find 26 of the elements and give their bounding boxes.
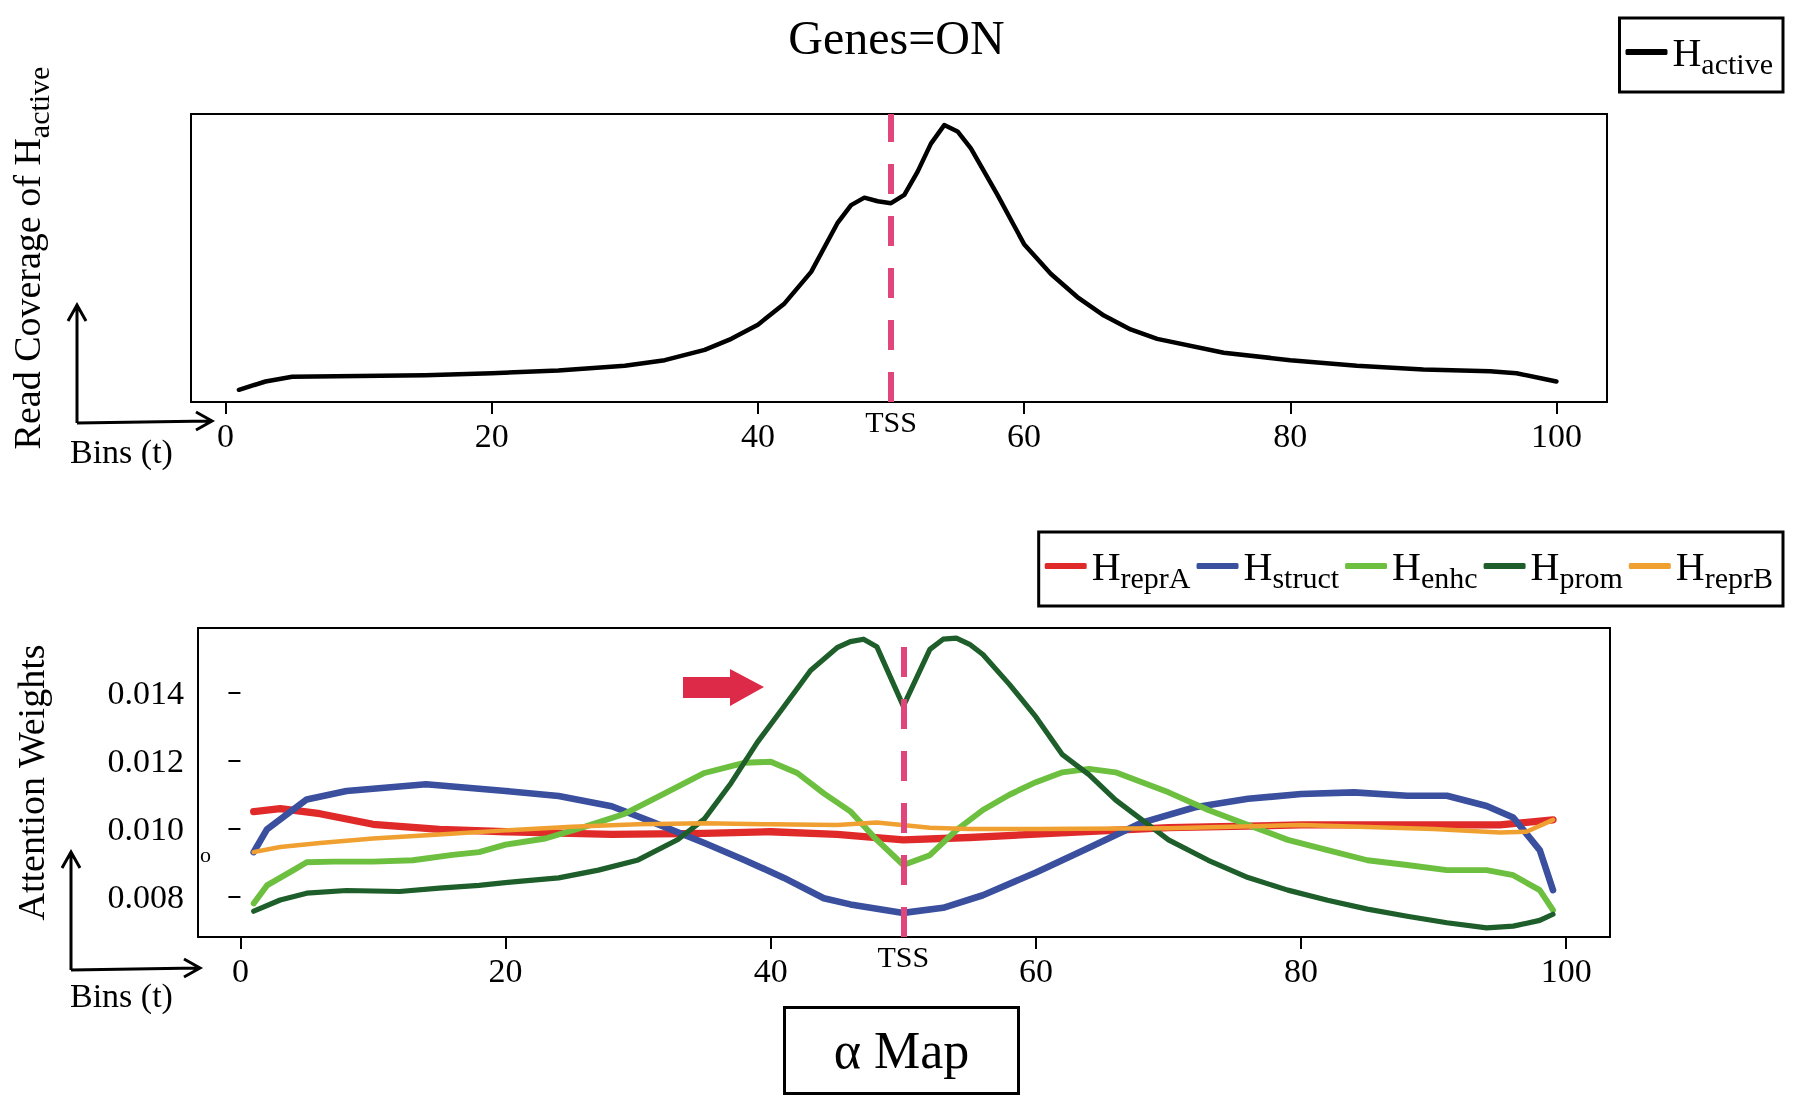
x-tick-label: 100 xyxy=(1530,416,1582,454)
x-tick-label: 20 xyxy=(474,416,509,454)
x-tick-label: 100 xyxy=(1540,951,1592,989)
y-axis-title: Read Coverage of Hactive xyxy=(6,66,55,450)
x-tick-label: 80 xyxy=(1284,951,1319,989)
y-axis-title: Attention Weights xyxy=(10,644,52,921)
x-tick-label: 0 xyxy=(231,951,249,989)
text: α Map xyxy=(783,1006,1020,1095)
x-tick-label: 40 xyxy=(753,951,788,989)
y-tick-label: 0.012 xyxy=(107,741,184,779)
x-axis-title: Bins (t) xyxy=(70,977,173,1015)
annotation: o xyxy=(200,842,211,868)
y-tick-label: 0.008 xyxy=(107,877,184,915)
x-tick-label: 60 xyxy=(1018,951,1053,989)
x-tick-label: 20 xyxy=(488,951,523,989)
x-tick-label: 0 xyxy=(217,416,235,454)
x-axis-title: Bins (t) xyxy=(70,433,173,471)
y-tick-label: 0.014 xyxy=(107,674,184,712)
x-tick-label: 60 xyxy=(1007,416,1042,454)
x-tick-label: 40 xyxy=(740,416,775,454)
line-series xyxy=(251,817,1556,855)
ref-line-label: TSS xyxy=(877,939,930,973)
chart-title: Genes=ON xyxy=(788,10,1005,64)
ref-line-label: TSS xyxy=(865,404,917,438)
x-tick-label: 80 xyxy=(1273,416,1308,454)
y-tick-label: 0.010 xyxy=(107,809,184,847)
